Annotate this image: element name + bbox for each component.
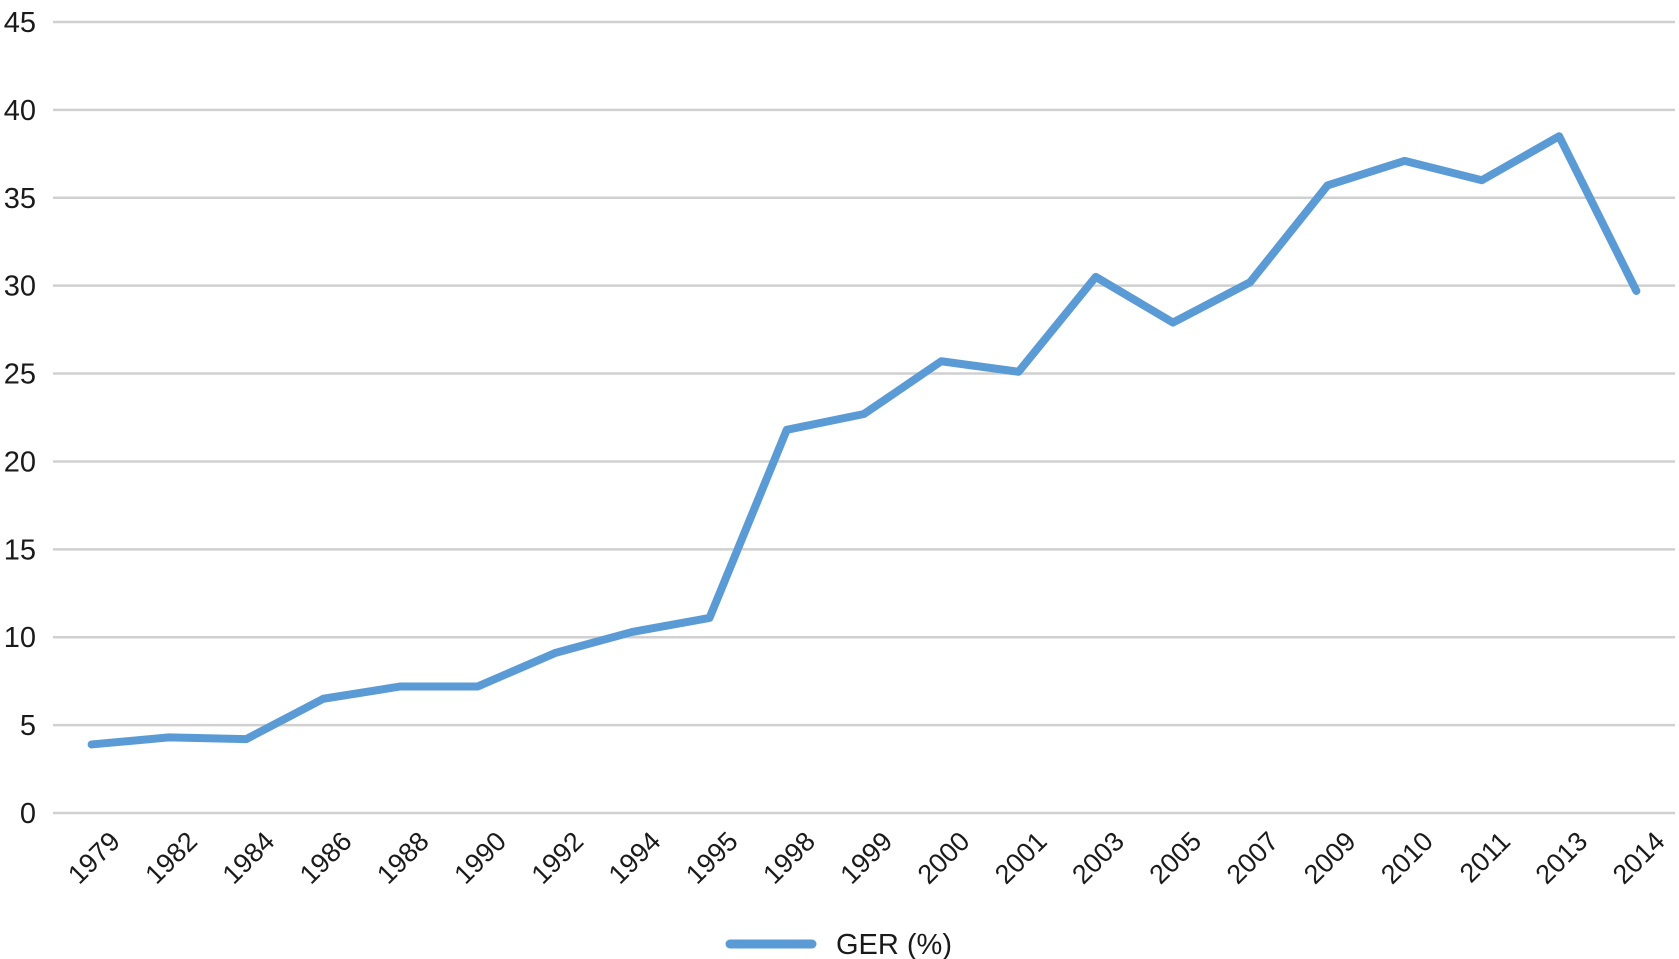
- x-tick-label: 2001: [989, 826, 1053, 890]
- x-tick-label: 1999: [835, 826, 899, 890]
- x-tick-label: 2007: [1221, 826, 1285, 890]
- x-tick-label: 1984: [217, 826, 281, 890]
- y-tick-label: 10: [4, 622, 36, 654]
- x-tick-label: 1990: [448, 826, 512, 890]
- series-line-ger: [87, 132, 1641, 749]
- x-tick-label: 1998: [757, 826, 821, 890]
- x-tick-label: 1979: [62, 826, 126, 890]
- y-tick-label: 25: [4, 359, 36, 391]
- x-tick-label: 1994: [603, 826, 667, 890]
- y-tick-label: 0: [20, 798, 36, 830]
- legend: GER (%): [725, 929, 952, 959]
- x-tick-label: 2014: [1607, 826, 1671, 890]
- series-lines: [87, 132, 1641, 749]
- y-tick-label: 20: [4, 446, 36, 478]
- x-tick-label: 1988: [371, 826, 435, 890]
- x-tick-label: 2000: [912, 826, 976, 890]
- x-tick-label: 1982: [139, 826, 203, 890]
- x-tick-label: 2003: [1066, 826, 1130, 890]
- x-tick-label: 2011: [1454, 826, 1516, 888]
- y-tick-label: 30: [4, 271, 36, 303]
- x-tick-label: 2010: [1375, 826, 1439, 890]
- x-tick-label: 1986: [294, 826, 358, 890]
- legend-label-ger: GER (%): [836, 929, 952, 959]
- y-tick-label: 35: [4, 183, 36, 215]
- y-tick-label: 5: [20, 710, 36, 742]
- y-tick-label: 40: [4, 95, 36, 127]
- x-tick-label: 1995: [680, 826, 744, 890]
- y-axis-ticks: 0 5 10 15 20 25 30 35 40 45: [4, 7, 36, 830]
- x-tick-label: 2005: [1144, 826, 1208, 890]
- x-axis-ticks: 1979 1982 1984 1986 1988 1990 1992 1994 1995 1998…: [62, 826, 1670, 890]
- gridlines: [53, 20, 1675, 815]
- x-tick-label: 2009: [1298, 826, 1362, 890]
- x-tick-label: 2013: [1530, 826, 1594, 890]
- y-tick-label: 45: [4, 7, 36, 39]
- y-tick-label: 15: [4, 534, 36, 566]
- x-tick-label: 1992: [526, 826, 590, 890]
